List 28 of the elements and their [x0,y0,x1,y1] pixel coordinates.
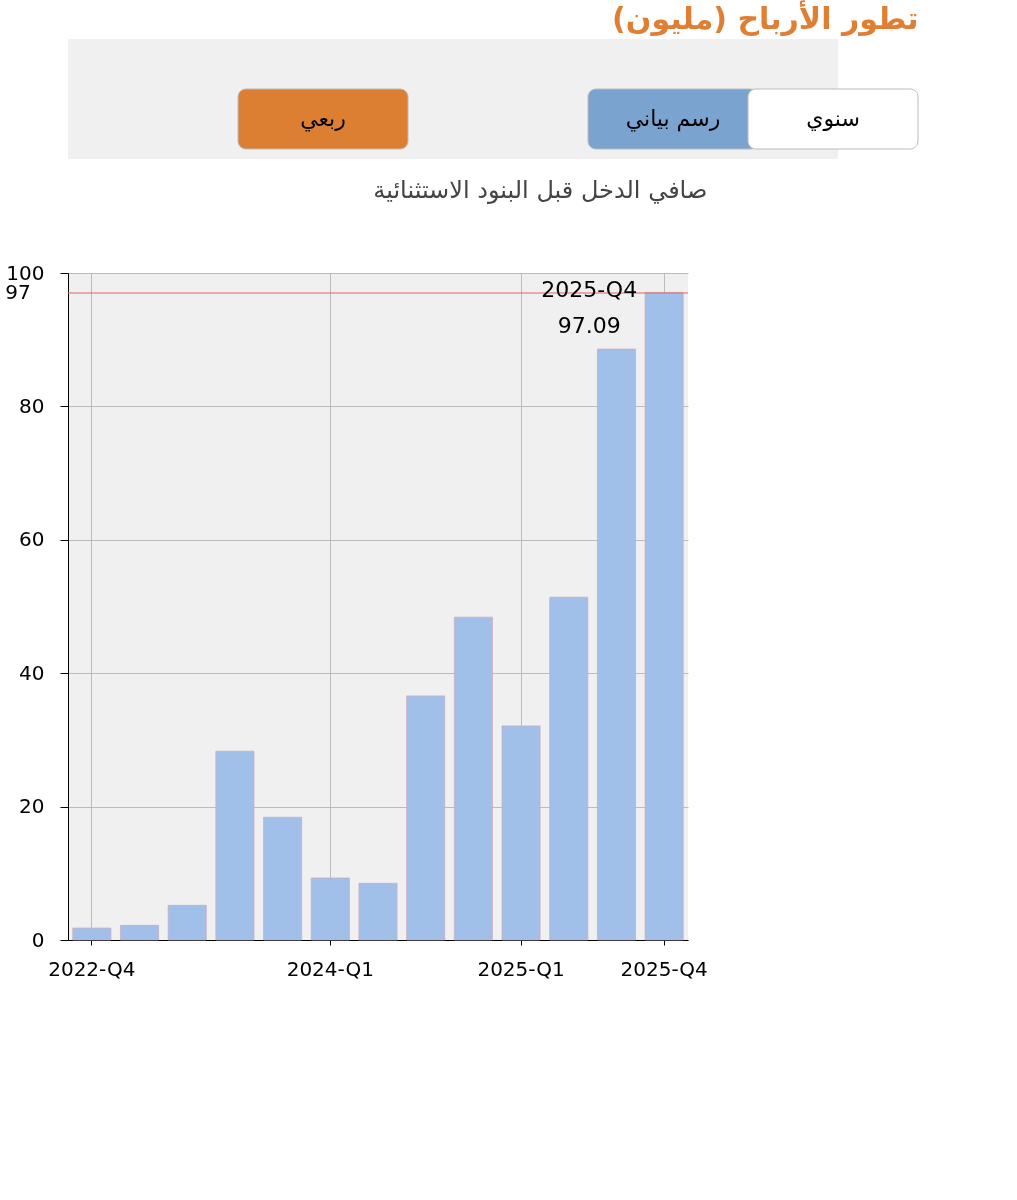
bar [453,616,493,941]
bar [549,596,589,941]
bar [310,877,350,941]
text: ربعي [300,106,346,132]
bar [644,292,684,941]
x-tick-label: 2022-Q4 [48,956,136,981]
y-tick-label: 40 [19,660,45,685]
text: سنوي [806,106,860,131]
bar [263,816,303,941]
y-tick-label: 60 [19,527,45,552]
text: رسم بياني [625,106,721,132]
annotation: 2025-Q4 97.09 [541,277,638,339]
text: تطور الأرباح (مليون) [612,0,919,36]
bar [358,882,398,941]
x-tick-label: 2024-Q1 [286,956,374,981]
bar [215,750,255,941]
bar [597,348,636,941]
y-tick-label: 0 [31,927,45,952]
bar [501,725,541,941]
bar [167,904,207,941]
bar [406,695,446,941]
y-tick-label: 20 [19,794,45,819]
bar [72,927,112,941]
x-tick-label: 2025-Q1 [477,956,565,981]
chart-subtitle: صافي الدخل قبل البنود الاستثنائية [373,176,708,204]
bar [120,924,159,941]
y-tick-label: 80 [19,393,45,418]
x-tick-label: 2025-Q4 [620,956,708,981]
